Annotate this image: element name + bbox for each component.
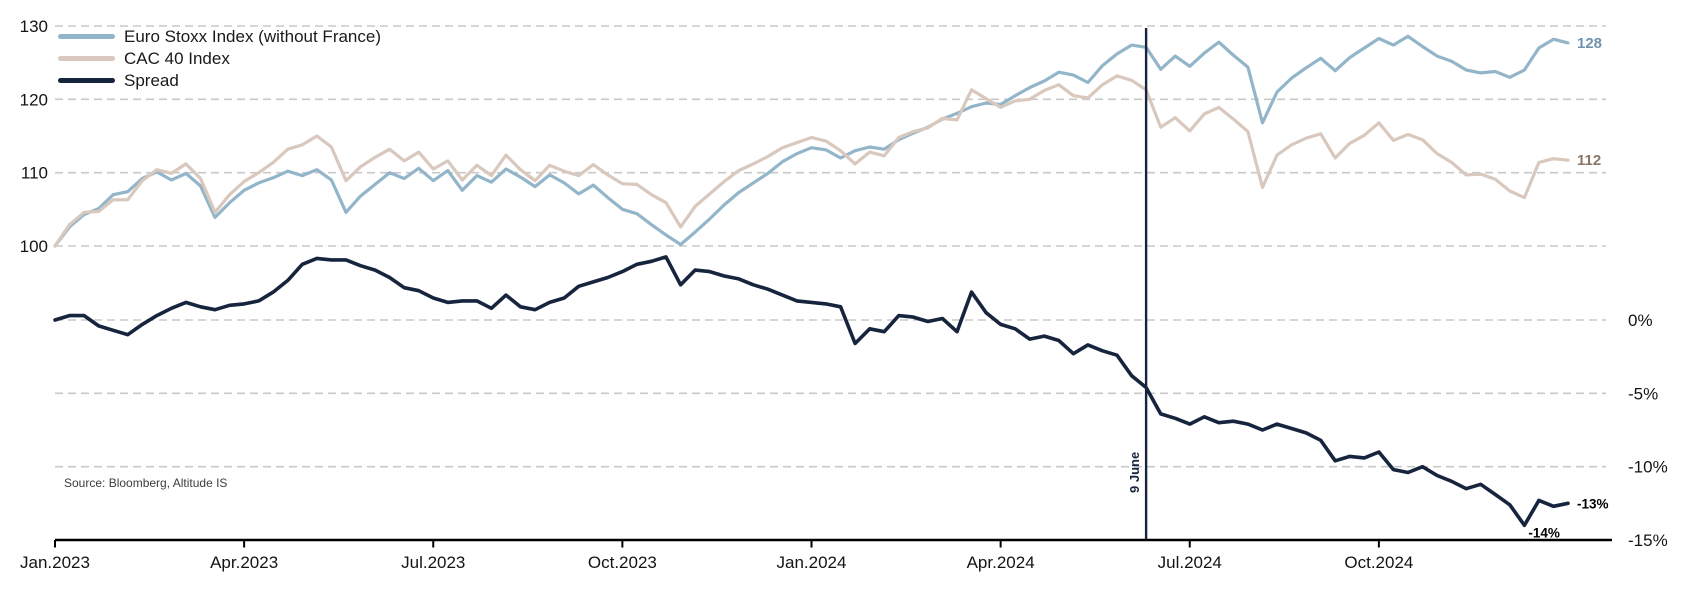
euro_stoxx-line (53, 34, 1570, 248)
left-axis-tick-label: 130 (20, 17, 48, 36)
x-axis-tick-label: Jul.2024 (1158, 553, 1222, 572)
cac40-line (53, 74, 1570, 248)
spread-line (53, 255, 1570, 528)
legend-label-euro-stoxx: Euro Stoxx Index (without France) (124, 27, 382, 46)
right-axis-tick-label: -5% (1628, 384, 1658, 403)
right-axis-tick-label: 0% (1628, 311, 1653, 330)
legend-label-cac40: CAC 40 Index (124, 49, 230, 68)
event-line-label: 9 June (1127, 452, 1142, 493)
x-axis-tick-label: Apr.2023 (210, 553, 278, 572)
x-axis-tick-label: Oct.2024 (1344, 553, 1413, 572)
x-axis-tick-label: Jan.2023 (20, 553, 90, 572)
x-axis-tick-label: Jul.2023 (401, 553, 465, 572)
left-axis-tick-label: 110 (21, 164, 48, 183)
legend-item-cac40: CAC 40 Index (58, 48, 381, 69)
right-axis-tick-label: -10% (1628, 458, 1668, 477)
source-note: Source: Bloomberg, Altitude IS (64, 476, 228, 490)
legend-item-spread: Spread (58, 70, 381, 91)
euro-stoxx-line-swatch (58, 34, 115, 39)
euro_stoxx-end-label: 128 (1577, 35, 1602, 52)
left-axis-tick-label: 120 (20, 90, 48, 109)
legend: Euro Stoxx Index (without France) CAC 40… (58, 26, 381, 91)
cac40-line-swatch (58, 56, 115, 61)
right-axis-tick-label: -15% (1628, 531, 1668, 550)
x-axis-tick-label: Oct.2023 (588, 553, 657, 572)
x-axis-tick-label: Apr.2024 (967, 553, 1035, 572)
legend-item-euro-stoxx: Euro Stoxx Index (without France) (58, 26, 381, 47)
left-axis-tick-label: 100 (20, 237, 48, 256)
spread-end-label: -13% (1577, 496, 1609, 511)
x-axis-tick-label: Jan.2024 (777, 553, 847, 572)
cac40-end-label: 112 (1577, 152, 1601, 169)
legend-label-spread: Spread (124, 71, 179, 90)
spread-min-label: -14% (1528, 525, 1560, 540)
spread-line-swatch (58, 78, 115, 83)
